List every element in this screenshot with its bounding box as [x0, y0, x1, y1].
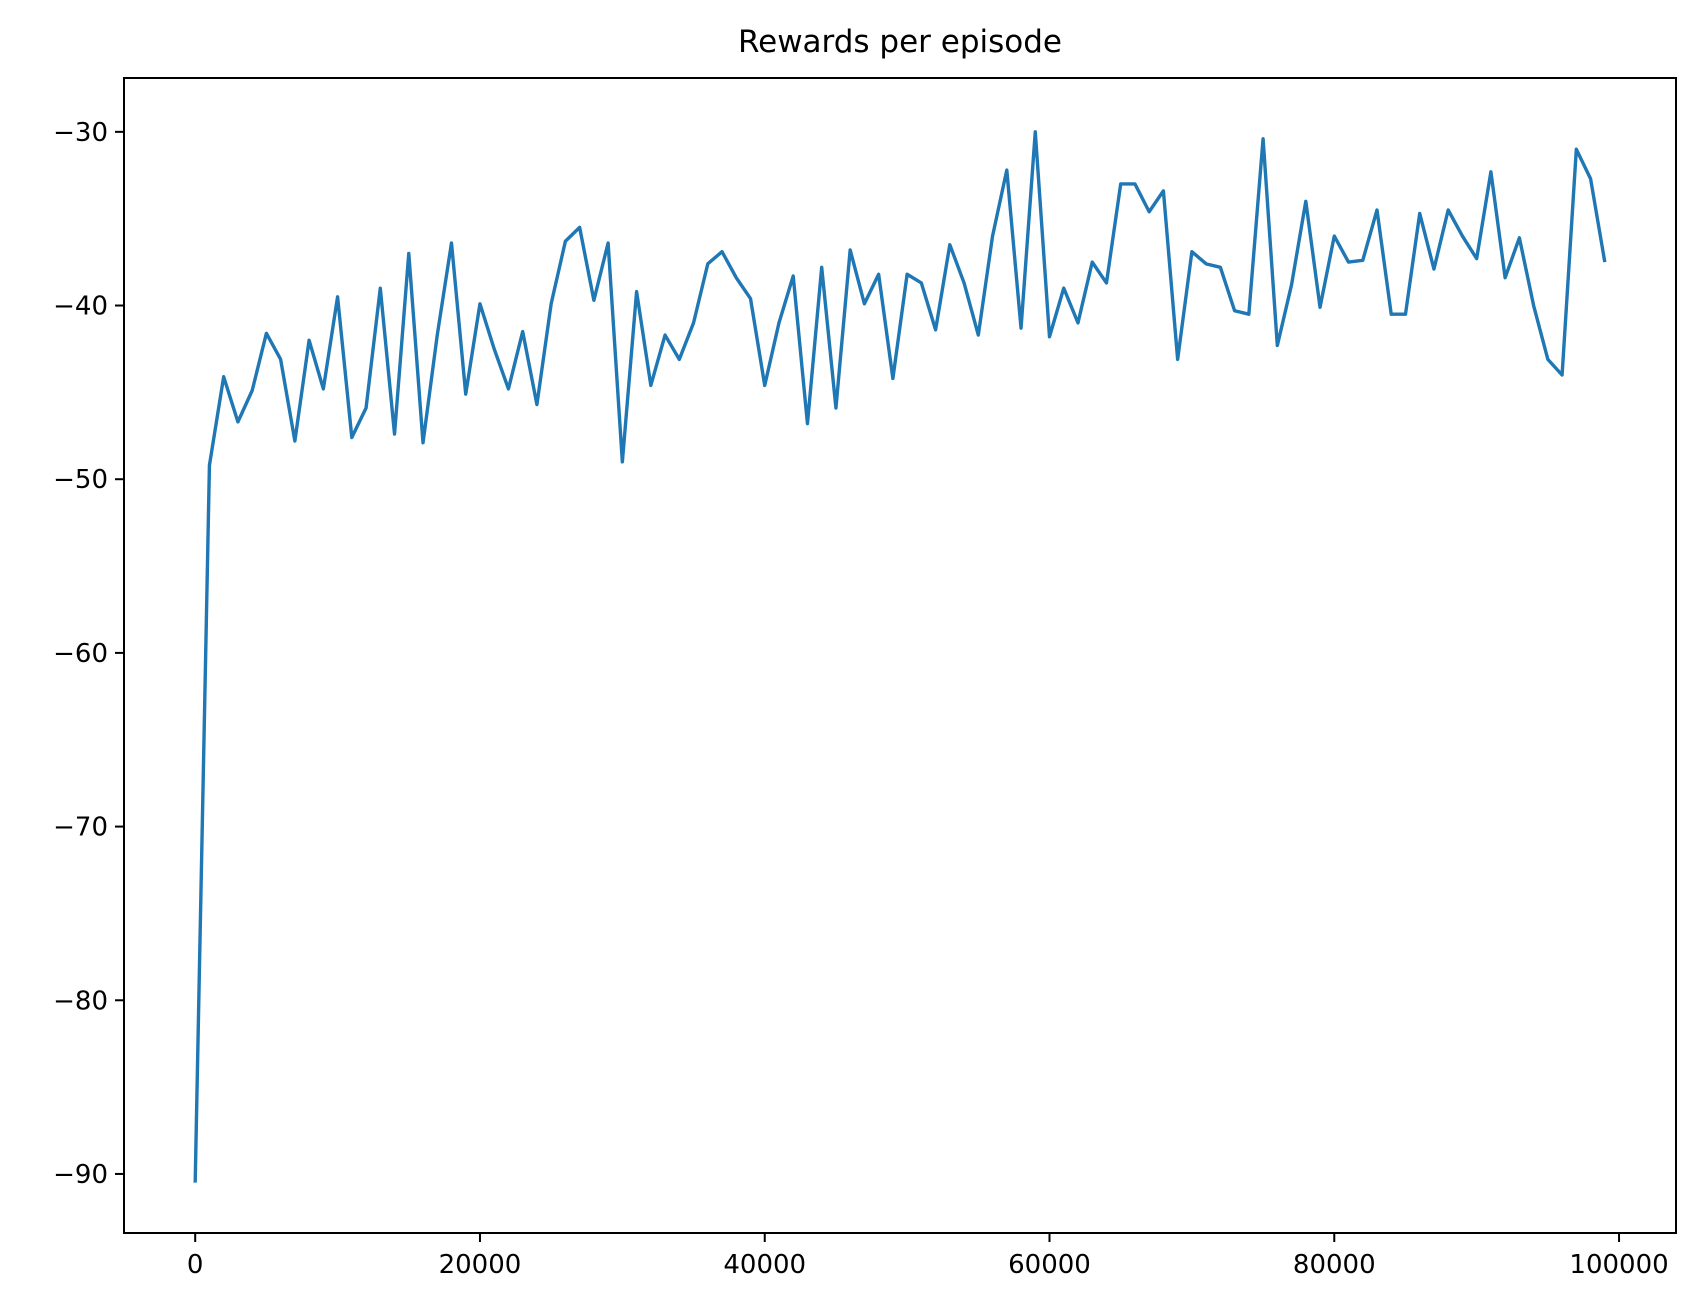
x-tick-label: 20000 [439, 1250, 522, 1280]
y-tick-label: −30 [53, 118, 108, 148]
reward-series-line [193, 130, 1607, 1183]
y-tick-label: −40 [53, 292, 108, 322]
y-tick-label: −70 [53, 813, 108, 843]
y-tick-label: −80 [53, 986, 108, 1016]
x-tick-label: 100000 [1569, 1250, 1668, 1280]
x-tick-label: 0 [187, 1250, 204, 1280]
plot-area-frame [123, 77, 1677, 1234]
reward-data-points [195, 131, 1605, 1183]
x-tick-label: 60000 [1008, 1250, 1091, 1280]
y-tick-label: −60 [53, 639, 108, 669]
x-axis-ticks: 0 20000 40000 60000 80000 100000 [187, 1233, 1669, 1280]
y-tick-label: −50 [53, 465, 108, 495]
x-tick-label: 40000 [723, 1250, 806, 1280]
x-tick-label: 80000 [1293, 1250, 1376, 1280]
y-tick-label: −90 [53, 1160, 108, 1190]
y-axis-ticks: −90 −80 −70 −60 −50 −40 −30 [53, 118, 124, 1190]
chart-title: Rewards per episode [738, 24, 1062, 60]
